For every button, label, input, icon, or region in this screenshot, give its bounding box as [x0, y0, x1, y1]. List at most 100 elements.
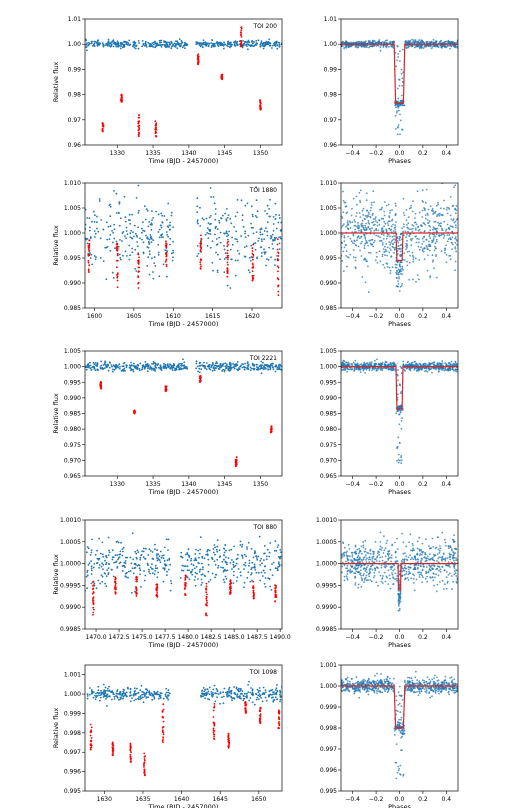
data-point — [212, 366, 215, 369]
data-point — [231, 243, 234, 246]
data-point — [440, 39, 443, 42]
data-point — [217, 564, 220, 567]
data-point — [445, 230, 447, 232]
data-point — [222, 363, 225, 365]
data-point — [186, 569, 189, 572]
data-point — [406, 246, 408, 249]
data-point — [417, 40, 419, 43]
data-point — [112, 39, 115, 42]
data-point — [169, 243, 171, 246]
data-point — [96, 561, 99, 564]
data-point — [249, 366, 252, 369]
data-point — [351, 241, 354, 244]
data-point — [415, 370, 418, 372]
data-point — [138, 564, 141, 567]
data-point — [162, 557, 165, 560]
data-point — [397, 245, 400, 248]
data-point — [123, 367, 126, 370]
transit-point — [260, 102, 262, 105]
data-point — [125, 237, 127, 240]
transit-point — [154, 132, 157, 135]
data-point — [379, 46, 382, 49]
data-point — [95, 256, 97, 258]
data-point — [131, 251, 134, 254]
data-point — [226, 208, 228, 210]
data-point — [148, 250, 151, 253]
data-point — [386, 246, 389, 249]
data-point — [362, 207, 365, 210]
data-point — [118, 212, 120, 215]
x-tick-label: 0.2 — [418, 481, 428, 488]
data-point — [210, 42, 213, 44]
data-point — [383, 225, 385, 228]
transit-point — [136, 580, 138, 583]
data-point — [396, 105, 399, 108]
data-point — [266, 234, 269, 237]
data-point — [442, 237, 445, 239]
transit-point — [116, 249, 119, 252]
data-point — [427, 222, 430, 224]
data-point — [188, 578, 191, 581]
data-point — [420, 40, 423, 42]
data-point — [108, 366, 111, 369]
x-tick-label: 1340 — [181, 481, 196, 488]
data-point — [199, 536, 202, 539]
data-point — [388, 241, 391, 243]
data-point — [431, 371, 433, 374]
data-point — [213, 560, 216, 563]
data-point — [108, 549, 110, 552]
data-point — [397, 369, 399, 371]
data-point — [262, 367, 264, 370]
data-point — [252, 227, 254, 229]
data-point — [251, 561, 254, 564]
transit-point — [226, 245, 229, 248]
data-point — [379, 260, 382, 263]
data-point — [381, 41, 384, 43]
data-point — [154, 368, 156, 371]
data-point — [434, 220, 437, 223]
data-point — [432, 228, 434, 231]
data-point — [278, 41, 281, 44]
data-point — [139, 556, 142, 559]
data-point — [122, 369, 125, 371]
y-tick-label: 0.985 — [320, 411, 337, 418]
data-point — [451, 243, 454, 246]
data-point — [102, 553, 104, 556]
data-point — [444, 46, 446, 48]
data-point — [149, 550, 152, 552]
data-point — [424, 363, 427, 366]
data-point — [152, 362, 155, 365]
data-point — [263, 545, 266, 547]
data-point — [400, 366, 403, 369]
data-point — [177, 42, 180, 45]
data-point — [167, 235, 170, 238]
data-point — [107, 40, 110, 43]
data-point — [428, 245, 430, 248]
transit-point — [116, 266, 118, 269]
transit-point — [226, 256, 229, 259]
data-point — [254, 569, 257, 571]
baseline-series — [85, 38, 282, 52]
data-point — [199, 225, 202, 227]
data-point — [360, 255, 363, 257]
data-point — [418, 259, 421, 261]
transit-point — [87, 261, 90, 264]
data-point — [179, 362, 182, 365]
data-point — [255, 199, 258, 202]
data-point — [394, 114, 397, 117]
data-point — [430, 367, 432, 370]
transit-point — [252, 243, 255, 246]
data-point — [111, 271, 114, 274]
data-point — [438, 234, 440, 237]
data-point — [274, 218, 277, 220]
data-point — [215, 225, 218, 228]
data-point — [130, 364, 133, 367]
data-point — [99, 367, 102, 370]
data-point — [250, 244, 253, 247]
x-tick-label: 1340 — [181, 150, 196, 157]
data-point — [199, 206, 201, 209]
data-point — [266, 258, 268, 260]
data-point — [159, 44, 162, 47]
data-point — [155, 553, 158, 555]
data-point — [455, 42, 458, 44]
